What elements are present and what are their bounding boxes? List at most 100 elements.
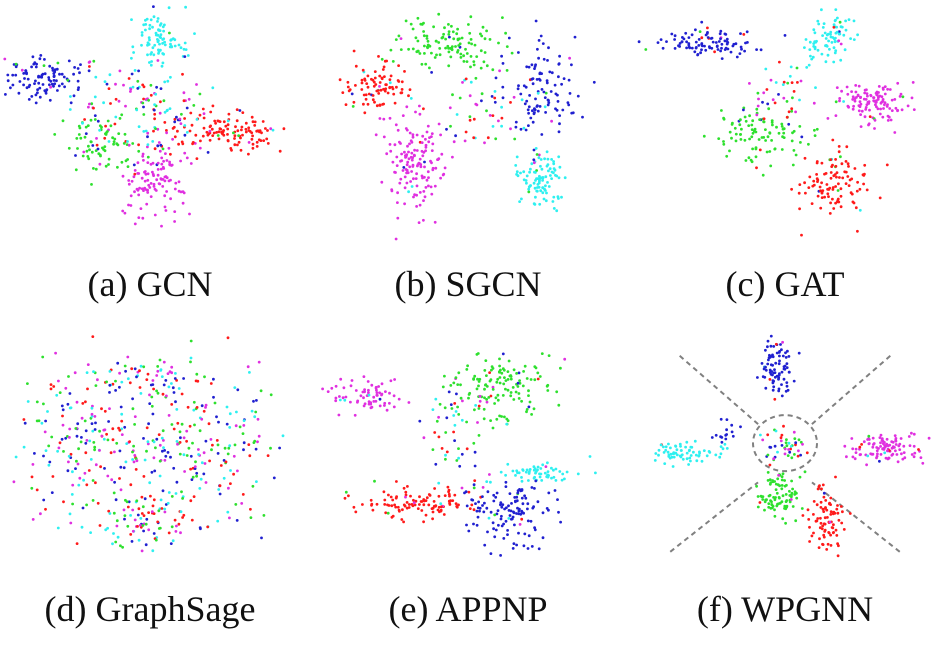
scatter-point bbox=[183, 41, 187, 45]
scatter-point bbox=[142, 113, 146, 116]
scatter-point bbox=[410, 185, 414, 188]
scatter-point bbox=[163, 179, 167, 183]
scatter-point bbox=[480, 92, 484, 96]
scatter-point bbox=[842, 33, 846, 37]
scatter-point bbox=[534, 19, 538, 23]
scatter-point bbox=[109, 451, 113, 455]
scatter-point bbox=[127, 182, 131, 186]
scatter-point bbox=[92, 106, 95, 110]
scatter-point bbox=[412, 501, 416, 505]
scatter-point bbox=[68, 427, 72, 431]
scatter-point bbox=[444, 37, 447, 41]
scatter-point bbox=[517, 51, 520, 54]
scatter-point bbox=[562, 77, 566, 80]
scatter-point bbox=[551, 200, 555, 203]
scatter-point bbox=[58, 391, 62, 394]
scatter-point bbox=[119, 405, 123, 409]
scatter-point bbox=[106, 474, 110, 478]
scatter-point bbox=[392, 405, 396, 409]
scatter-point bbox=[465, 447, 469, 451]
scatter-point bbox=[700, 48, 703, 52]
scatter-point bbox=[193, 32, 196, 35]
scatter-point bbox=[725, 42, 729, 46]
scatter-point bbox=[450, 24, 453, 28]
scatter-point bbox=[84, 429, 88, 433]
scatter-point bbox=[115, 524, 119, 528]
scatter-point bbox=[456, 27, 459, 31]
scatter-point bbox=[770, 506, 774, 510]
scatter-point bbox=[855, 96, 858, 99]
scatter-point bbox=[682, 37, 686, 41]
scatter-point bbox=[90, 183, 93, 186]
scatter-point bbox=[594, 471, 597, 475]
scatter-point bbox=[512, 95, 516, 99]
scatter-point bbox=[534, 171, 537, 174]
scatter-point bbox=[463, 139, 467, 143]
scatter-point bbox=[57, 84, 61, 88]
scatter-point bbox=[761, 438, 765, 442]
scatter-point bbox=[816, 48, 820, 52]
scatter-point bbox=[762, 120, 766, 124]
scatter-point bbox=[191, 475, 195, 479]
scatter-point bbox=[87, 69, 91, 73]
scatter-point bbox=[338, 398, 342, 402]
scatter-point bbox=[822, 22, 826, 25]
scatter-point bbox=[58, 72, 61, 76]
scatter-point bbox=[546, 389, 550, 392]
scatter-point bbox=[477, 384, 480, 388]
scatter-point bbox=[469, 55, 473, 58]
scatter-point bbox=[739, 32, 742, 35]
scatter-point bbox=[378, 391, 381, 395]
scatter-point bbox=[161, 178, 165, 181]
scatter-point bbox=[798, 183, 802, 187]
scatter-point bbox=[762, 367, 766, 371]
scatter-point bbox=[411, 133, 415, 137]
scatter-point bbox=[665, 40, 668, 43]
scatter-point bbox=[88, 60, 92, 64]
scatter-point bbox=[419, 163, 423, 167]
scatter-point bbox=[200, 417, 204, 421]
scatter-point bbox=[831, 197, 834, 201]
scatter-point bbox=[834, 528, 838, 532]
scatter-point bbox=[156, 173, 160, 177]
scatter-point bbox=[533, 111, 536, 114]
scatter-point bbox=[838, 99, 841, 103]
scatter-point bbox=[157, 141, 161, 144]
scatter-point bbox=[33, 82, 36, 85]
scatter-point bbox=[161, 392, 165, 396]
scatter-point bbox=[164, 379, 168, 382]
scatter-point bbox=[710, 46, 714, 50]
scatter-point bbox=[694, 453, 698, 457]
scatter-point bbox=[499, 501, 503, 505]
scatter-point bbox=[140, 495, 144, 499]
scatter-point bbox=[132, 175, 136, 179]
scatter-point bbox=[761, 100, 764, 104]
scatter-point bbox=[226, 123, 230, 127]
scatter-point bbox=[415, 172, 418, 176]
scatter-point bbox=[200, 461, 204, 465]
scatter-point bbox=[224, 124, 228, 128]
scatter-point bbox=[169, 75, 172, 79]
scatter-point bbox=[859, 113, 862, 116]
scatter-point bbox=[69, 452, 73, 456]
scatter-point bbox=[545, 384, 549, 388]
scatter-point bbox=[152, 387, 156, 391]
scatter-point bbox=[435, 419, 439, 423]
scatter-point bbox=[839, 58, 843, 62]
scatter-point bbox=[77, 483, 81, 487]
scatter-point bbox=[30, 486, 34, 490]
scatter-point bbox=[423, 44, 426, 48]
scatter-point bbox=[780, 148, 784, 151]
scatter-point bbox=[725, 433, 728, 436]
scatter-point bbox=[433, 184, 437, 188]
scatter-point bbox=[493, 96, 497, 100]
scatter-point bbox=[532, 465, 536, 469]
scatter-point bbox=[141, 101, 145, 105]
scatter-point bbox=[576, 94, 580, 98]
scatter-point bbox=[411, 27, 415, 31]
scatter-point bbox=[558, 54, 561, 58]
scatter-point bbox=[437, 494, 441, 498]
scatter-point bbox=[162, 159, 166, 163]
scatter-point bbox=[685, 46, 688, 50]
scatter-point bbox=[68, 392, 72, 395]
